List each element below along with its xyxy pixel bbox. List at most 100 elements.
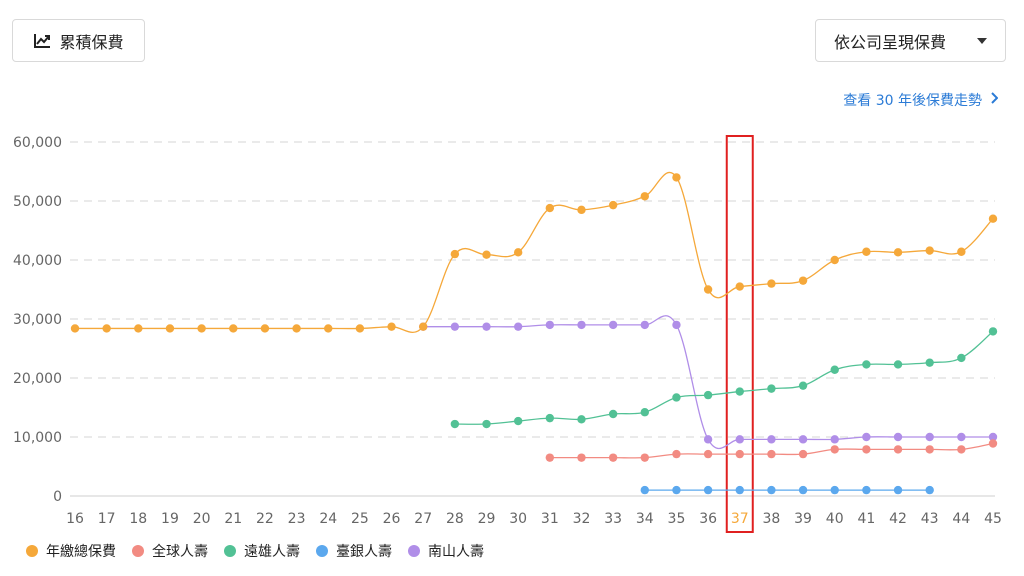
- legend-item[interactable]: 南山人壽: [408, 541, 484, 561]
- series-0-point: [419, 322, 428, 331]
- series-4-point: [925, 432, 934, 442]
- series-0-point: [893, 248, 903, 257]
- y-tick-label: 40,000: [13, 253, 62, 269]
- series-3-point: [672, 485, 681, 495]
- series-2-point: [957, 353, 966, 363]
- legend-marker: [316, 545, 328, 557]
- x-tick-label: 33: [604, 511, 622, 527]
- series-1-point: [545, 453, 555, 462]
- series-4-point: [482, 322, 491, 331]
- series-4-point: [893, 432, 903, 442]
- legend-item[interactable]: 臺銀人壽: [316, 541, 392, 561]
- x-tick-label: 43: [921, 511, 939, 527]
- legend-item[interactable]: 全球人壽: [132, 541, 208, 561]
- series-0-point: [988, 214, 998, 223]
- view-30-year-trend-link[interactable]: 查看 30 年後保費走勢: [843, 90, 999, 110]
- series-0-point: [672, 173, 681, 182]
- x-tick-label: 45: [984, 511, 1002, 527]
- series-0-point: [197, 324, 206, 333]
- x-tick-label: 36: [699, 511, 717, 527]
- series-3-point: [925, 485, 934, 495]
- x-tick-label: 16: [66, 511, 84, 527]
- series-1-point: [893, 445, 903, 454]
- series-4-point: [988, 432, 998, 442]
- legend-label: 遠雄人壽: [244, 544, 300, 560]
- series-0-point: [165, 324, 175, 333]
- x-tick-label: 30: [509, 511, 527, 527]
- chevron-right-icon: [990, 92, 999, 108]
- legend-label: 南山人壽: [428, 544, 484, 560]
- y-tick-label: 10,000: [13, 430, 62, 446]
- series-0-point: [513, 248, 523, 257]
- series-1-point: [672, 449, 681, 459]
- series-0-point: [735, 282, 744, 291]
- series-3-point: [640, 485, 649, 495]
- x-tick-label: 19: [161, 511, 179, 527]
- legend-marker: [224, 545, 236, 557]
- x-tick-label: 29: [478, 511, 496, 527]
- series-2-point: [450, 419, 460, 429]
- series-0-point: [608, 200, 618, 210]
- series-2-point: [482, 419, 491, 429]
- series-4-line: [423, 315, 993, 450]
- legend-item[interactable]: 遠雄人壽: [224, 541, 300, 561]
- series-0-point: [355, 324, 365, 333]
- series-4-point: [862, 432, 871, 442]
- series-1-point: [988, 439, 998, 448]
- series-2-point: [862, 360, 871, 369]
- series-0-point: [545, 203, 555, 213]
- series-1-point: [703, 449, 713, 459]
- x-tick-label: 38: [762, 511, 780, 527]
- series-3-point: [893, 485, 903, 495]
- series-0-point: [798, 276, 808, 285]
- x-tick-label: 22: [256, 511, 274, 527]
- view-30-year-trend-label: 查看 30 年後保費走勢: [843, 93, 982, 109]
- series-0-point: [640, 192, 649, 201]
- x-tick-label: 44: [952, 511, 970, 527]
- company-view-select[interactable]: 依公司呈現保費: [815, 19, 1006, 62]
- series-4-point: [672, 320, 681, 330]
- series-0-point: [957, 247, 966, 256]
- series-0-point: [229, 324, 238, 333]
- series-2-point: [703, 390, 713, 400]
- series-0-point: [577, 205, 586, 215]
- series-4-point: [577, 320, 586, 330]
- series-3-point: [798, 485, 808, 495]
- x-tick-label: 28: [446, 511, 464, 527]
- x-tick-label: 34: [636, 511, 654, 527]
- series-2-point: [988, 327, 998, 336]
- premium-line-chart: 0 10,000 20,000 30,000 40,000 50,000 60,000 16 1…: [13, 135, 1002, 533]
- y-tick-label: 30,000: [13, 312, 62, 328]
- series-0-point: [70, 324, 80, 333]
- series-4-point: [545, 320, 555, 330]
- series-0-point: [324, 324, 333, 333]
- chart-legend: 年繳總保費 全球人壽 遠雄人壽 臺銀人壽 南山人壽: [26, 541, 484, 561]
- series-0-point: [482, 250, 491, 259]
- caret-down-icon: [977, 37, 987, 44]
- x-tick-label: 20: [193, 511, 211, 527]
- series-4-point: [798, 435, 808, 444]
- series-3-point: [703, 485, 713, 495]
- series-2-point: [545, 413, 555, 423]
- series-3-point: [862, 485, 871, 495]
- series-1-point: [767, 449, 776, 459]
- series-1-point: [862, 445, 871, 454]
- series-2-point: [577, 415, 586, 424]
- series-1-point: [577, 453, 586, 462]
- x-tick-label: 31: [541, 511, 559, 527]
- x-tick-label: 26: [383, 511, 401, 527]
- series-1-point: [957, 445, 966, 454]
- cumulative-premium-button[interactable]: 累積保費: [12, 19, 145, 62]
- x-tick-label: 24: [319, 511, 337, 527]
- x-tick-label: 32: [573, 511, 591, 527]
- cumulative-premium-label: 累積保費: [59, 32, 124, 52]
- legend-marker: [26, 545, 38, 557]
- series-4-point: [608, 320, 618, 330]
- series-0-line: [74, 171, 994, 333]
- x-tick-label: 41: [857, 511, 875, 527]
- series-0-point: [830, 255, 839, 265]
- legend-item[interactable]: 年繳總保費: [26, 541, 116, 561]
- series-1-point: [735, 449, 744, 459]
- series-3-point: [767, 485, 776, 495]
- x-tick-label: 42: [889, 511, 907, 527]
